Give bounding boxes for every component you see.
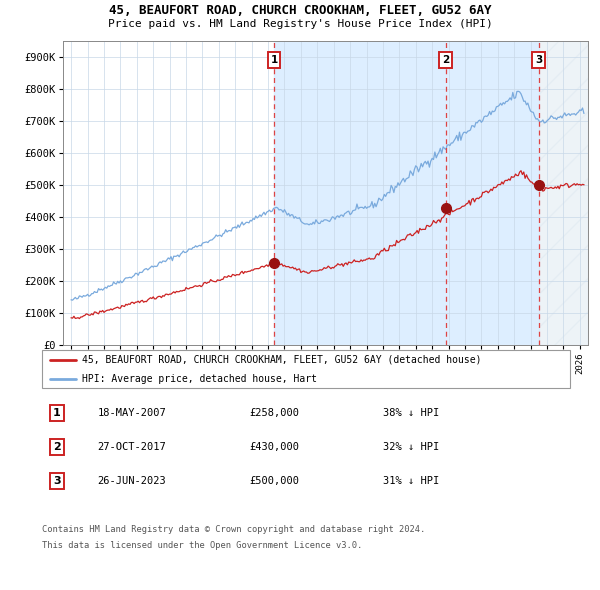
Text: 1: 1 <box>53 408 61 418</box>
Text: Price paid vs. HM Land Registry's House Price Index (HPI): Price paid vs. HM Land Registry's House … <box>107 19 493 29</box>
FancyBboxPatch shape <box>42 350 570 388</box>
Text: 32% ↓ HPI: 32% ↓ HPI <box>383 442 440 452</box>
Text: £258,000: £258,000 <box>250 408 299 418</box>
Text: This data is licensed under the Open Government Licence v3.0.: This data is licensed under the Open Gov… <box>42 541 362 550</box>
Text: 1: 1 <box>271 55 278 65</box>
Text: 45, BEAUFORT ROAD, CHURCH CROOKHAM, FLEET, GU52 6AY (detached house): 45, BEAUFORT ROAD, CHURCH CROOKHAM, FLEE… <box>82 355 481 365</box>
Text: 45, BEAUFORT ROAD, CHURCH CROOKHAM, FLEET, GU52 6AY: 45, BEAUFORT ROAD, CHURCH CROOKHAM, FLEE… <box>109 4 491 17</box>
Text: 27-OCT-2017: 27-OCT-2017 <box>97 442 166 452</box>
Text: 2: 2 <box>442 55 449 65</box>
Text: 31% ↓ HPI: 31% ↓ HPI <box>383 476 440 486</box>
Text: 3: 3 <box>535 55 542 65</box>
Text: 18-MAY-2007: 18-MAY-2007 <box>97 408 166 418</box>
Text: 26-JUN-2023: 26-JUN-2023 <box>97 476 166 486</box>
Text: 3: 3 <box>53 476 61 486</box>
Text: Contains HM Land Registry data © Crown copyright and database right 2024.: Contains HM Land Registry data © Crown c… <box>42 525 425 534</box>
Bar <box>539 41 588 345</box>
Bar <box>274 41 539 345</box>
Text: 2: 2 <box>53 442 61 452</box>
Text: £500,000: £500,000 <box>250 476 299 486</box>
Text: HPI: Average price, detached house, Hart: HPI: Average price, detached house, Hart <box>82 374 317 384</box>
Text: 38% ↓ HPI: 38% ↓ HPI <box>383 408 440 418</box>
Text: £430,000: £430,000 <box>250 442 299 452</box>
